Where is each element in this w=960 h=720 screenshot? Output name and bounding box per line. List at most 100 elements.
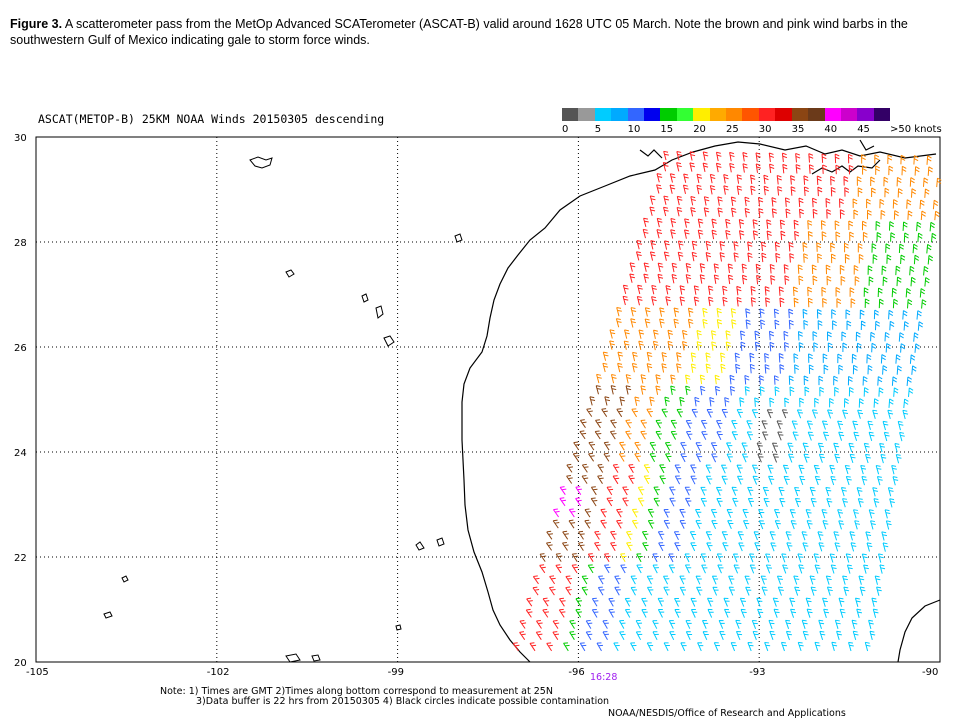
wind-barb-stroke bbox=[829, 397, 834, 408]
wind-barb bbox=[795, 152, 801, 163]
wind-barb-stroke bbox=[669, 486, 676, 496]
wind-barb bbox=[863, 442, 870, 453]
wind-barb bbox=[782, 163, 788, 174]
wind-barb bbox=[674, 464, 681, 474]
wind-barb bbox=[807, 297, 813, 308]
wind-barb-stroke bbox=[726, 453, 733, 463]
wind-barb-stroke bbox=[790, 175, 796, 185]
wind-barb-stroke bbox=[872, 409, 879, 419]
wind-barb bbox=[649, 396, 655, 406]
wind-barb-stroke bbox=[585, 620, 593, 629]
wind-barb-stroke bbox=[697, 229, 704, 239]
wind-barb bbox=[685, 385, 691, 396]
wind-barb bbox=[673, 307, 680, 317]
wind-barb-stroke bbox=[663, 251, 670, 261]
wind-barb bbox=[817, 442, 824, 452]
wind-barb-stroke bbox=[924, 188, 930, 198]
wind-barb bbox=[596, 642, 603, 652]
wind-barb-stroke bbox=[770, 275, 776, 285]
wind-barb bbox=[844, 398, 849, 408]
wind-barb bbox=[901, 165, 907, 176]
wind-barb bbox=[888, 309, 894, 320]
longitude-tick-label: -93 bbox=[749, 667, 765, 678]
wind-barb bbox=[769, 630, 776, 640]
wind-barb bbox=[664, 442, 672, 451]
wind-barb-stroke bbox=[651, 284, 657, 295]
wind-barb-stroke bbox=[874, 575, 881, 585]
wind-barb-stroke bbox=[760, 575, 767, 585]
wind-barb bbox=[751, 409, 758, 419]
wind-barb-stroke bbox=[875, 165, 880, 175]
wind-barb bbox=[744, 575, 751, 585]
wind-barb-stroke bbox=[898, 243, 905, 254]
wind-barb-stroke bbox=[857, 498, 864, 508]
wind-barb bbox=[588, 452, 595, 462]
legend-color-swatch bbox=[791, 108, 809, 121]
wind-barb bbox=[847, 153, 853, 164]
wind-barb-stroke bbox=[591, 608, 599, 618]
wind-barb bbox=[636, 553, 643, 563]
wind-barb-stroke bbox=[713, 642, 720, 652]
wind-barb bbox=[722, 296, 728, 307]
wind-barb-stroke bbox=[525, 608, 533, 618]
wind-barb bbox=[853, 431, 860, 441]
wind-barb-stroke bbox=[586, 408, 593, 417]
wind-barb bbox=[798, 197, 804, 208]
wind-barb bbox=[853, 509, 859, 519]
wind-barb-stroke bbox=[667, 329, 673, 340]
wind-barb-stroke bbox=[694, 396, 700, 407]
wind-barb bbox=[816, 242, 822, 252]
wind-barb bbox=[713, 642, 720, 652]
lake-outline bbox=[285, 653, 301, 663]
wind-barb-stroke bbox=[839, 608, 846, 618]
wind-barb-stroke bbox=[717, 196, 723, 206]
wind-barb bbox=[565, 586, 572, 596]
wind-barb-stroke bbox=[749, 564, 756, 574]
wind-barb bbox=[793, 575, 800, 585]
wind-barb bbox=[604, 553, 611, 563]
wind-barb-stroke bbox=[802, 542, 809, 552]
wind-barb-stroke bbox=[807, 431, 814, 441]
wind-barb-stroke bbox=[874, 154, 880, 164]
wind-barb bbox=[889, 498, 895, 508]
wind-barb-stroke bbox=[842, 342, 848, 353]
wind-barb-stroke bbox=[876, 476, 883, 486]
wind-barb-stroke bbox=[893, 387, 899, 397]
wind-barb bbox=[722, 285, 728, 296]
wind-barb bbox=[756, 597, 763, 607]
wind-barb bbox=[722, 542, 729, 552]
wind-barb bbox=[773, 308, 779, 319]
wind-barb bbox=[663, 586, 670, 596]
wind-barb-stroke bbox=[610, 385, 617, 395]
wind-barb bbox=[549, 575, 556, 585]
wind-barb-stroke bbox=[625, 385, 632, 395]
wind-barb-stroke bbox=[848, 164, 854, 175]
wind-barb bbox=[702, 318, 708, 329]
wind-barb-stroke bbox=[612, 464, 620, 473]
wind-barb bbox=[814, 564, 821, 574]
wind-barb-stroke bbox=[900, 154, 906, 165]
wind-barb bbox=[766, 230, 772, 240]
wind-barb-stroke bbox=[637, 486, 645, 496]
wind-barb-stroke bbox=[656, 217, 663, 228]
wind-barb bbox=[553, 508, 560, 518]
wind-barb-stroke bbox=[909, 265, 915, 276]
wind-barb-stroke bbox=[863, 387, 869, 397]
wind-barb-stroke bbox=[652, 631, 659, 641]
wind-barb bbox=[587, 564, 595, 574]
wind-barb bbox=[867, 209, 872, 220]
wind-barb-stroke bbox=[571, 564, 579, 574]
wind-barb-stroke bbox=[867, 420, 874, 430]
wind-barb-stroke bbox=[853, 509, 859, 519]
wind-barb bbox=[857, 409, 864, 419]
wind-barb bbox=[643, 273, 650, 284]
wind-barb-stroke bbox=[729, 374, 735, 385]
wind-barb bbox=[653, 486, 660, 496]
legend-label: 35 bbox=[791, 124, 805, 135]
wind-barb bbox=[685, 631, 693, 641]
wind-barb-stroke bbox=[864, 298, 870, 308]
wind-barb bbox=[620, 553, 627, 563]
wind-barb bbox=[655, 419, 662, 429]
wind-barb-stroke bbox=[861, 475, 868, 486]
wind-barb bbox=[758, 509, 765, 519]
